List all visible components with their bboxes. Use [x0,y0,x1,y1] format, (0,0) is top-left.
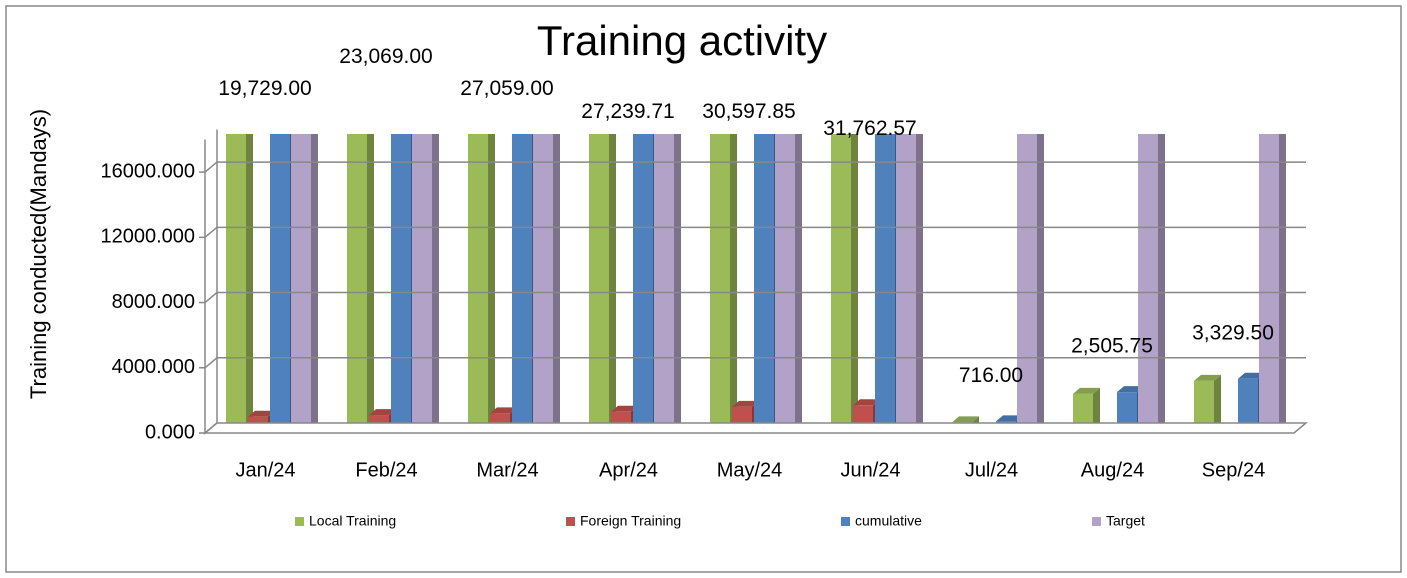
bar-side [1037,134,1044,433]
x-tick-label: Sep/24 [1202,459,1265,481]
y-tick-label: 0.000 [145,421,195,443]
bar [775,134,802,433]
legend-label: Foreign Training [580,513,681,529]
bar-top [732,400,759,407]
bar-top [490,407,517,414]
data-label: 2,505.75 [1071,335,1153,358]
data-label: 27,239.71 [581,100,674,123]
bar-top [611,405,638,412]
data-label: 27,059.00 [460,77,553,100]
x-tick-label: May/24 [717,459,783,481]
bar-side [1158,134,1165,433]
bar [654,134,681,433]
data-label: 3,329.50 [1192,321,1274,344]
grid-line [204,226,1306,238]
legend-swatch [841,517,850,526]
bar [533,134,560,433]
bar-front [1259,134,1279,433]
bar [1259,134,1286,433]
grid-line [204,161,1306,173]
y-tick-label: 4000.000 [112,356,195,378]
bar-front [896,134,916,433]
bar-front [226,134,246,433]
data-label: 30,597.85 [702,100,795,123]
bar-side [1214,374,1221,433]
x-tick-label: Feb/24 [355,459,417,481]
grid-line [204,291,1306,304]
bar-side [553,134,560,433]
legend-label: Local Training [309,513,396,529]
x-tick-label: Jan/24 [235,459,295,481]
y-tick-label: 12000.000 [100,226,195,248]
chart-title: Training activity [537,17,827,64]
x-tick-label: Jun/24 [840,459,900,481]
bar [412,134,439,433]
grid-line [204,357,1306,369]
data-label: 19,729.00 [218,77,311,100]
bar-top [952,416,979,423]
bar-front [291,134,311,433]
bar-top [1073,387,1100,394]
bar-front [533,134,553,433]
bar [896,134,923,433]
bar-side [1093,387,1100,433]
legend-label: Target [1106,513,1145,529]
data-label: 23,069.00 [339,45,432,68]
bar-top [996,415,1023,422]
bar-top [248,410,275,417]
bar-side [674,134,681,433]
bar-side [432,134,439,433]
bar-front [1194,380,1214,433]
y-tick-label: 16000.000 [100,160,195,182]
bar-front [270,134,290,434]
bar [1138,134,1165,433]
bar [1194,374,1221,433]
y-tick-label: 8000.000 [112,291,195,313]
x-tick-label: Aug/24 [1081,459,1144,481]
bar-top [369,409,396,416]
floor [202,422,1309,434]
y-axis-title: Training conducted(Mandays) [26,109,51,399]
bar [291,134,318,433]
bar-side [795,134,802,433]
x-tick-label: Apr/24 [599,459,658,481]
legend-label: cumulative [855,513,922,529]
bar-front [1138,134,1158,433]
bar-top [1238,372,1265,379]
legend-swatch [566,517,575,526]
chart-frame [5,5,1402,573]
data-label: 716.00 [959,364,1023,387]
bar-front [654,134,674,433]
bar-side [1279,134,1286,433]
bar-top [853,399,880,406]
bar-top [1194,374,1221,381]
bar-front [1238,378,1258,433]
bar-side [246,134,253,433]
data-label: 31,762.57 [823,117,916,140]
legend-swatch [295,517,304,526]
legend-swatch [1092,517,1101,526]
bar-front [412,134,432,433]
bar [226,134,253,433]
x-tick-label: Mar/24 [476,459,538,481]
bar-side [916,134,923,433]
bar-front [775,134,795,433]
x-tick-label: Jul/24 [965,459,1018,481]
bar-side [311,134,318,433]
bar-top [1117,386,1144,393]
